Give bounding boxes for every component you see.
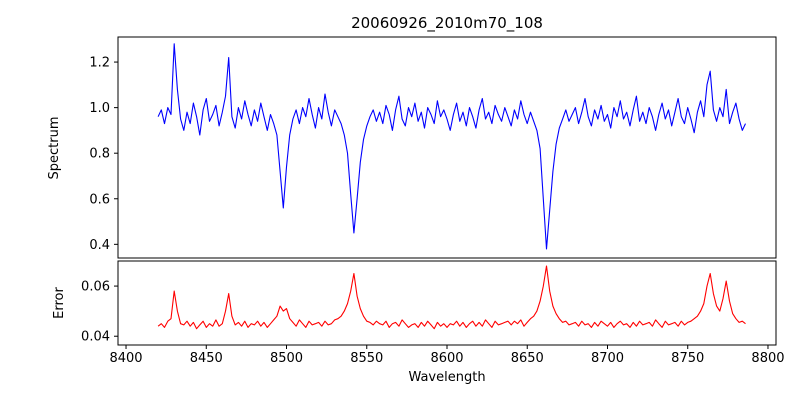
x-tick-label: 8800 xyxy=(751,351,784,366)
y-tick-label: 0.04 xyxy=(81,330,110,345)
x-tick-label: 8550 xyxy=(350,351,383,366)
x-tick-label: 8600 xyxy=(430,351,463,366)
chart-title: 20060926_2010m70_108 xyxy=(351,14,543,33)
x-axis-label: Wavelength xyxy=(408,370,485,385)
y-axis-label-spectrum: Spectrum xyxy=(47,117,62,180)
error-line xyxy=(157,265,746,330)
y-axis-label-error: Error xyxy=(52,287,67,319)
x-tick-label: 8750 xyxy=(671,351,704,366)
x-tick-label: 8650 xyxy=(511,351,544,366)
y-tick-label: 1.0 xyxy=(89,101,110,116)
x-tick-label: 8400 xyxy=(109,351,142,366)
spectrum-line xyxy=(157,43,746,250)
y-tick-label: 0.4 xyxy=(89,238,110,253)
y-tick-label: 1.2 xyxy=(89,56,110,71)
x-tick-label: 8500 xyxy=(270,351,303,366)
plot-content: 0.4 0.6 0.8 1.0 1.2 0.04 0.06 8400 8450 8500 8550 8… xyxy=(81,36,785,366)
y-tick-label: 0.06 xyxy=(81,280,110,295)
spectrum-axes-box xyxy=(117,36,777,259)
y-tick-label: 0.8 xyxy=(89,147,110,162)
x-tick-label: 8700 xyxy=(591,351,624,366)
error-axes-box xyxy=(117,260,777,346)
y-tick-label: 0.6 xyxy=(89,192,110,207)
x-tick-label: 8450 xyxy=(190,351,223,366)
